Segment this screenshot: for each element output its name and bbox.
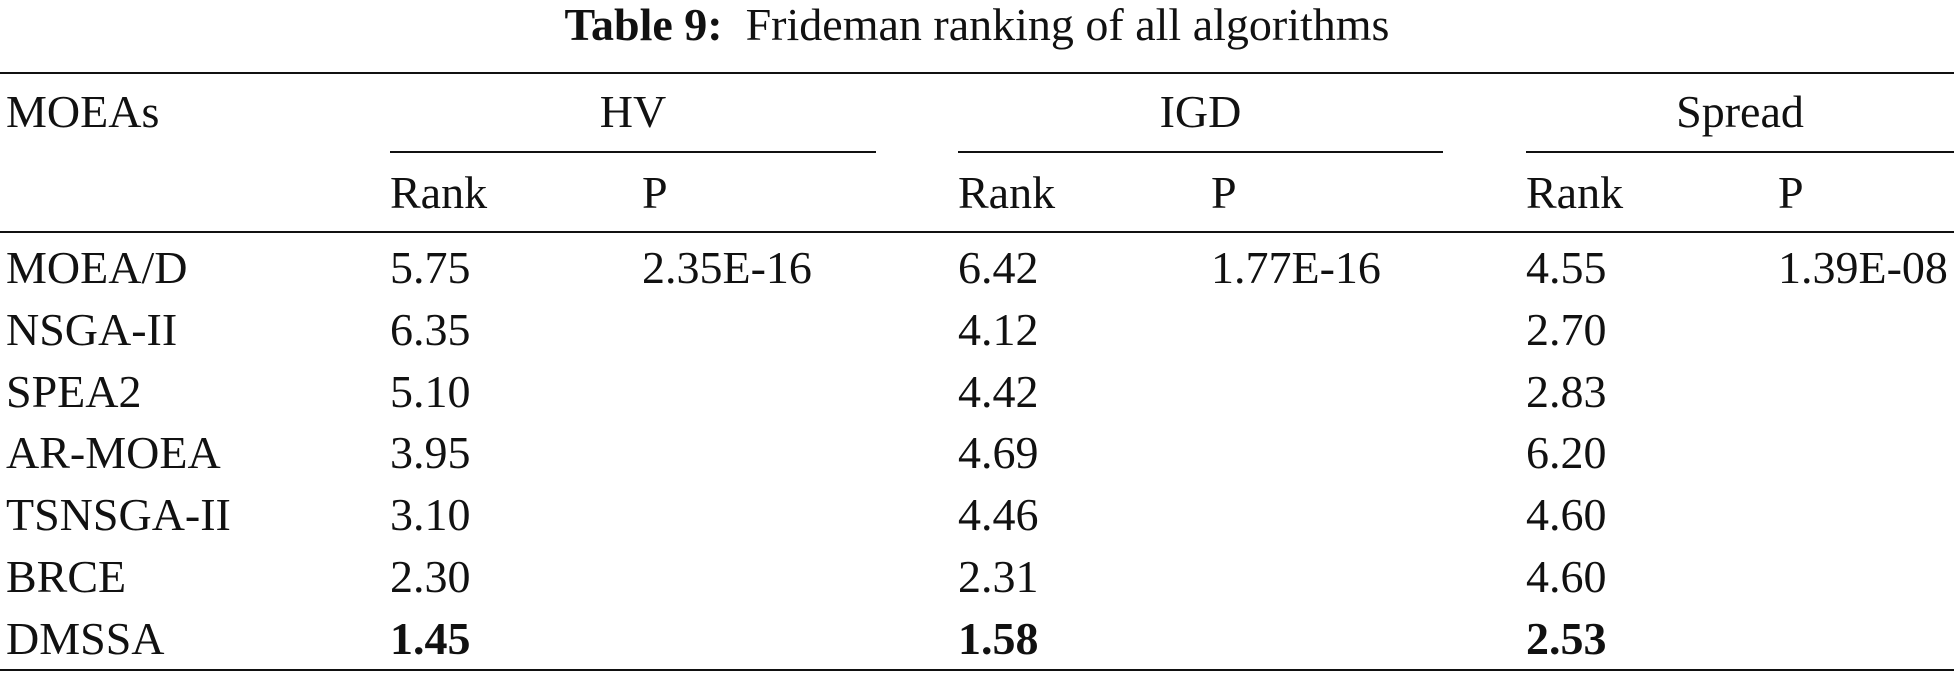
cell: 5.10 bbox=[390, 365, 471, 417]
subheader: P bbox=[1211, 167, 1237, 218]
cell: 1.58 bbox=[958, 612, 1039, 664]
cell: 4.42 bbox=[958, 365, 1039, 417]
cell: 6.35 bbox=[390, 303, 471, 355]
cell: 4.60 bbox=[1526, 489, 1607, 541]
mid-rule bbox=[0, 231, 1954, 233]
row-label: DMSSA bbox=[6, 612, 165, 664]
cell: 4.55 bbox=[1526, 242, 1607, 293]
subheader: P bbox=[642, 167, 668, 218]
cell: 4.46 bbox=[958, 489, 1039, 541]
subheader: Rank bbox=[1526, 167, 1624, 218]
group-rule bbox=[958, 151, 1443, 153]
caption: Table 9: Frideman ranking of all algorit… bbox=[565, 2, 1390, 48]
group-header: IGD bbox=[1159, 86, 1242, 137]
caption-label: Table 9: bbox=[564, 0, 723, 50]
row-label: BRCE bbox=[6, 551, 127, 602]
cell: 2.53 bbox=[1526, 612, 1607, 664]
cell: 4.12 bbox=[958, 303, 1039, 355]
cell: 6.20 bbox=[1526, 427, 1607, 479]
group-rule bbox=[390, 151, 876, 153]
group-rule bbox=[1526, 151, 1954, 153]
cell: 2.30 bbox=[390, 551, 471, 602]
cell: 4.60 bbox=[1526, 551, 1607, 602]
cell: 6.42 bbox=[958, 242, 1039, 293]
cell: 1.77E-16 bbox=[1211, 242, 1381, 293]
caption-text: Frideman ranking of all algorithms bbox=[745, 0, 1390, 50]
subheader: Rank bbox=[390, 167, 488, 218]
group-header: Spread bbox=[1676, 86, 1804, 137]
subheader: Rank bbox=[958, 167, 1056, 218]
cell: 2.35E-16 bbox=[642, 242, 812, 293]
header-first: MOEAs bbox=[6, 86, 160, 137]
row-label: AR-MOEA bbox=[6, 427, 221, 479]
cell: 2.70 bbox=[1526, 303, 1607, 355]
cell: 3.95 bbox=[390, 427, 471, 479]
cell: 2.31 bbox=[958, 551, 1039, 602]
row-label: NSGA-II bbox=[6, 303, 178, 355]
cell: 2.83 bbox=[1526, 365, 1607, 417]
row-label: MOEA/D bbox=[6, 242, 188, 293]
bottom-rule bbox=[0, 669, 1954, 671]
cell: 3.10 bbox=[390, 489, 471, 541]
cell: 5.75 bbox=[390, 242, 471, 293]
subheader: P bbox=[1778, 167, 1804, 218]
row-label: TSNSGA-II bbox=[6, 489, 231, 541]
top-rule bbox=[0, 72, 1954, 74]
cell: 1.39E-08 bbox=[1778, 242, 1948, 293]
group-header: HV bbox=[599, 86, 667, 137]
cell: 4.69 bbox=[958, 427, 1039, 479]
cell: 1.45 bbox=[390, 612, 471, 664]
row-label: SPEA2 bbox=[6, 365, 142, 417]
